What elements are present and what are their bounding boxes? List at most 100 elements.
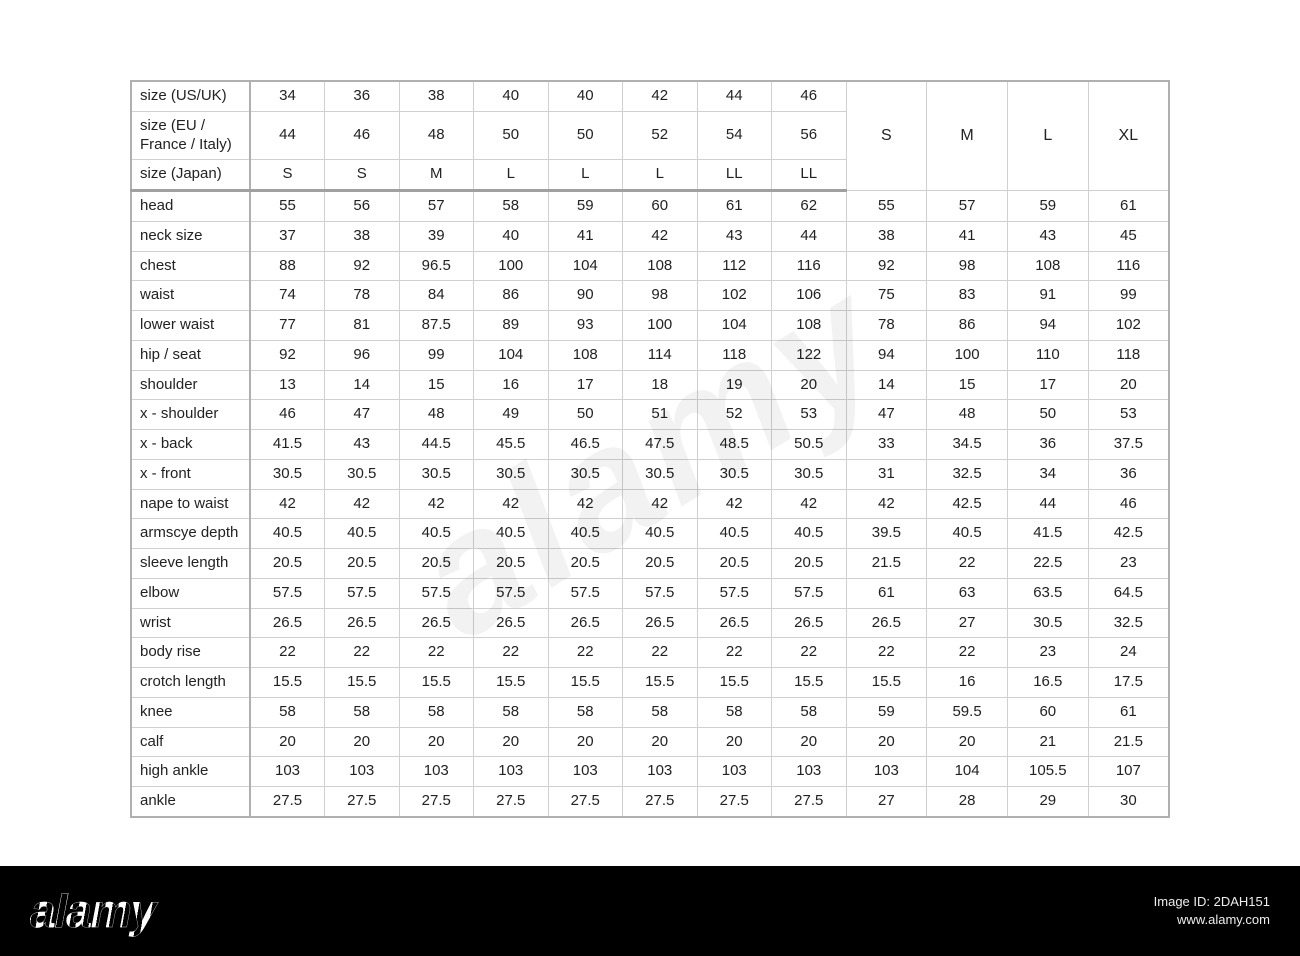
data-cell: 26.5 bbox=[623, 608, 698, 638]
data-cell: 42 bbox=[474, 489, 549, 519]
data-cell: 78 bbox=[846, 311, 927, 341]
data-cell: 30.5 bbox=[548, 459, 623, 489]
data-cell: 22 bbox=[548, 638, 623, 668]
data-cell: 30.5 bbox=[325, 459, 400, 489]
data-cell: 40.5 bbox=[548, 519, 623, 549]
data-cell: 43 bbox=[325, 430, 400, 460]
data-cell: 34.5 bbox=[927, 430, 1008, 460]
data-cell: 20 bbox=[399, 727, 474, 757]
data-cell: 39 bbox=[399, 221, 474, 251]
data-cell: 41 bbox=[927, 221, 1008, 251]
data-cell: 59.5 bbox=[927, 697, 1008, 727]
data-cell: 26.5 bbox=[772, 608, 847, 638]
data-cell: 41.5 bbox=[1007, 519, 1088, 549]
header-cell: 46 bbox=[772, 81, 847, 111]
data-cell: 26.5 bbox=[325, 608, 400, 638]
data-cell: 20 bbox=[772, 370, 847, 400]
data-cell: 102 bbox=[1088, 311, 1169, 341]
data-cell: 13 bbox=[250, 370, 325, 400]
data-cell: 59 bbox=[548, 191, 623, 222]
header-cell: LL bbox=[772, 160, 847, 191]
row-label: body rise bbox=[131, 638, 250, 668]
row-label: head bbox=[131, 191, 250, 222]
data-cell: 56 bbox=[325, 191, 400, 222]
data-cell: 92 bbox=[325, 251, 400, 281]
data-cell: 58 bbox=[399, 697, 474, 727]
data-cell: 22 bbox=[927, 638, 1008, 668]
data-cell: 42.5 bbox=[1088, 519, 1169, 549]
image-id-label: Image ID: 2DAH151 bbox=[1154, 893, 1270, 911]
row-label: hip / seat bbox=[131, 340, 250, 370]
data-cell: 103 bbox=[474, 757, 549, 787]
row-label: ankle bbox=[131, 787, 250, 817]
data-cell: 22 bbox=[474, 638, 549, 668]
letter-size-header: XL bbox=[1088, 81, 1169, 191]
data-cell: 116 bbox=[1088, 251, 1169, 281]
data-cell: 46 bbox=[250, 400, 325, 430]
row-label: shoulder bbox=[131, 370, 250, 400]
row-label: x - front bbox=[131, 459, 250, 489]
header-cell: M bbox=[399, 160, 474, 191]
data-cell: 19 bbox=[697, 370, 772, 400]
data-cell: 22 bbox=[250, 638, 325, 668]
row-label: crotch length bbox=[131, 668, 250, 698]
data-cell: 15.5 bbox=[846, 668, 927, 698]
row-label: elbow bbox=[131, 578, 250, 608]
data-cell: 108 bbox=[548, 340, 623, 370]
data-cell: 104 bbox=[697, 311, 772, 341]
header-cell: 34 bbox=[250, 81, 325, 111]
data-cell: 48 bbox=[399, 400, 474, 430]
data-cell: 60 bbox=[1007, 697, 1088, 727]
data-cell: 42 bbox=[250, 489, 325, 519]
data-cell: 108 bbox=[1007, 251, 1088, 281]
data-cell: 103 bbox=[623, 757, 698, 787]
data-cell: 60 bbox=[623, 191, 698, 222]
data-cell: 112 bbox=[697, 251, 772, 281]
data-cell: 100 bbox=[623, 311, 698, 341]
data-cell: 59 bbox=[846, 697, 927, 727]
row-label: wrist bbox=[131, 608, 250, 638]
data-cell: 62 bbox=[772, 191, 847, 222]
data-cell: 107 bbox=[1088, 757, 1169, 787]
data-cell: 42 bbox=[846, 489, 927, 519]
data-cell: 43 bbox=[1007, 221, 1088, 251]
data-cell: 61 bbox=[1088, 697, 1169, 727]
data-cell: 15.5 bbox=[697, 668, 772, 698]
data-cell: 32.5 bbox=[927, 459, 1008, 489]
data-cell: 20 bbox=[1088, 370, 1169, 400]
data-cell: 27 bbox=[927, 608, 1008, 638]
brand-logo: alamy bbox=[30, 884, 155, 938]
data-cell: 58 bbox=[772, 697, 847, 727]
data-cell: 100 bbox=[927, 340, 1008, 370]
data-cell: 27.5 bbox=[250, 787, 325, 817]
row-label: high ankle bbox=[131, 757, 250, 787]
data-cell: 31 bbox=[846, 459, 927, 489]
data-cell: 36 bbox=[1088, 459, 1169, 489]
data-cell: 20 bbox=[623, 727, 698, 757]
row-label: chest bbox=[131, 251, 250, 281]
size-chart-container: size (US/UK)3436384040424446SMLXLsize (E… bbox=[130, 80, 1170, 818]
letter-size-header: M bbox=[927, 81, 1008, 191]
data-cell: 98 bbox=[927, 251, 1008, 281]
data-cell: 22 bbox=[927, 549, 1008, 579]
data-cell: 15.5 bbox=[474, 668, 549, 698]
data-cell: 52 bbox=[697, 400, 772, 430]
data-cell: 57.5 bbox=[250, 578, 325, 608]
data-cell: 18 bbox=[623, 370, 698, 400]
data-cell: 46 bbox=[1088, 489, 1169, 519]
data-cell: 30.5 bbox=[623, 459, 698, 489]
data-cell: 17 bbox=[1007, 370, 1088, 400]
data-cell: 26.5 bbox=[250, 608, 325, 638]
data-cell: 106 bbox=[772, 281, 847, 311]
data-cell: 26.5 bbox=[474, 608, 549, 638]
data-cell: 103 bbox=[250, 757, 325, 787]
data-cell: 103 bbox=[846, 757, 927, 787]
header-cell: 40 bbox=[548, 81, 623, 111]
data-cell: 20 bbox=[697, 727, 772, 757]
header-cell: 44 bbox=[697, 81, 772, 111]
data-cell: 42 bbox=[325, 489, 400, 519]
data-cell: 51 bbox=[623, 400, 698, 430]
data-cell: 38 bbox=[846, 221, 927, 251]
data-cell: 40.5 bbox=[772, 519, 847, 549]
data-cell: 103 bbox=[399, 757, 474, 787]
